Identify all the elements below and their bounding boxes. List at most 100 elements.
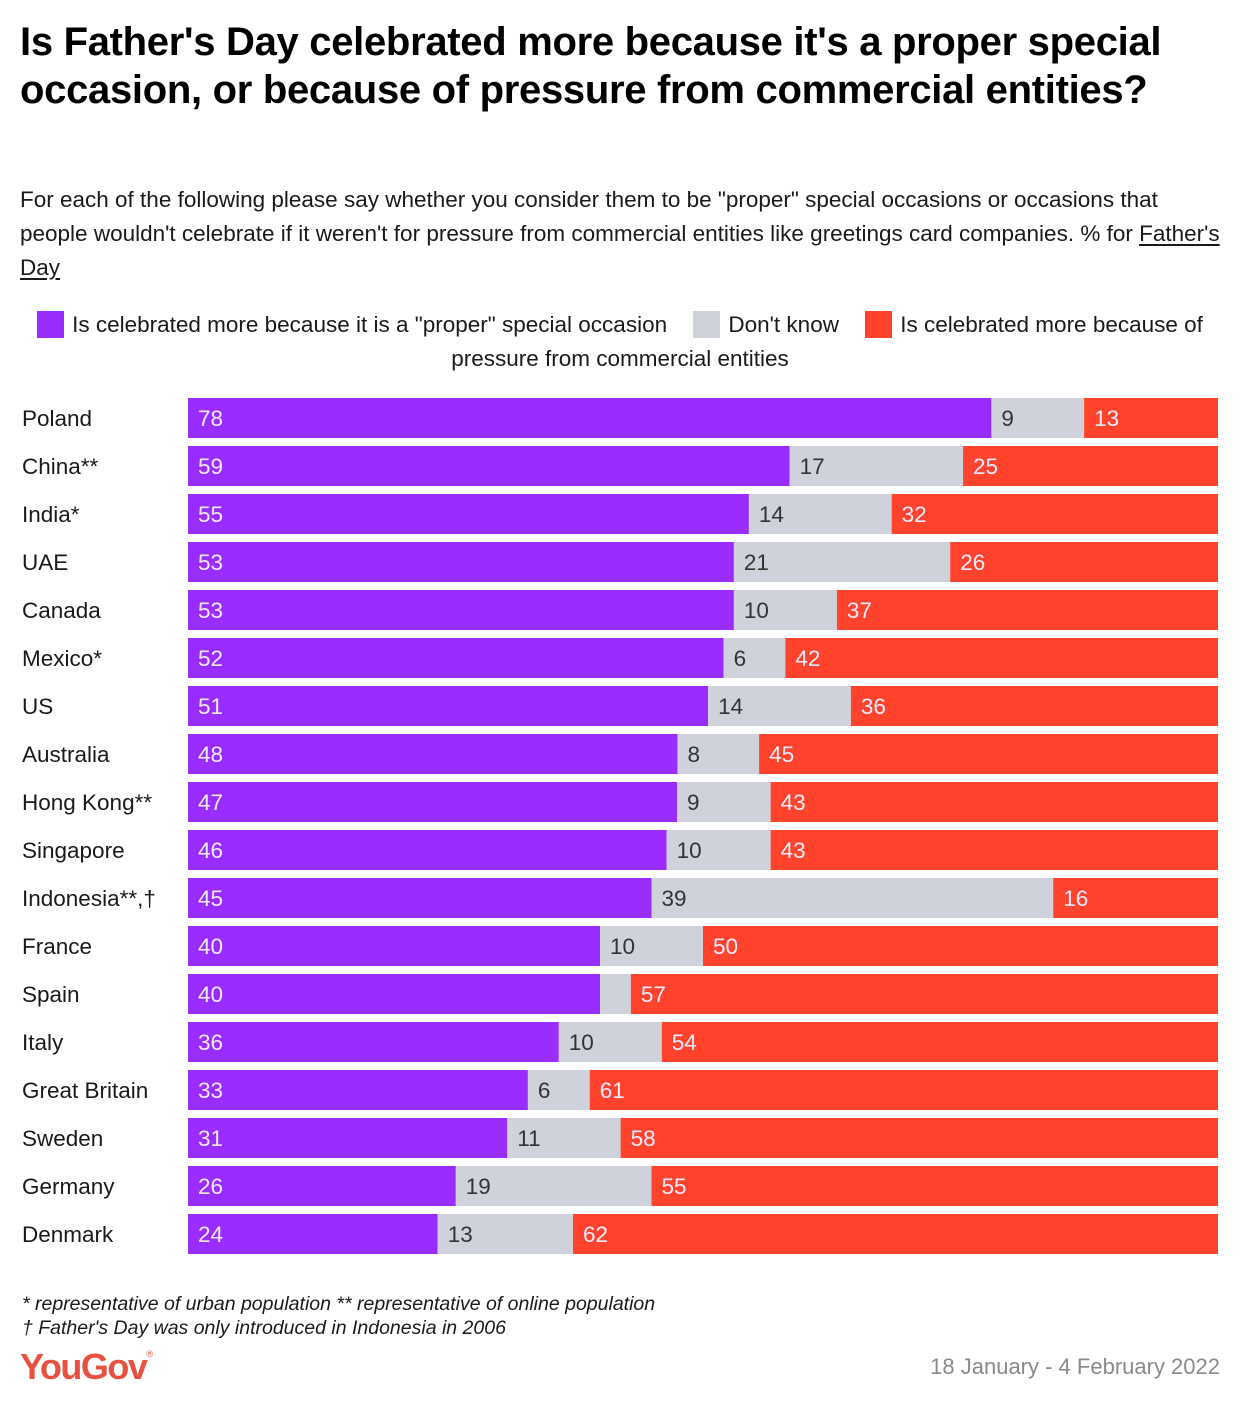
data-label-commercial: 58 (631, 1126, 656, 1151)
category-label: UAE (22, 550, 68, 575)
data-label-proper: 52 (198, 646, 223, 671)
category-label: Singapore (22, 838, 125, 863)
category-label: Canada (22, 598, 101, 623)
legend-label-proper: Is celebrated more because it is a "prop… (72, 312, 668, 337)
bar-row-australia: Australia 48 8 45 (22, 734, 1218, 774)
bar-row-poland: Poland 78 9 13 (22, 398, 1218, 438)
data-label-dont-know: 11 (517, 1126, 540, 1151)
bar-row-germany: Germany 26 19 55 (22, 1166, 1218, 1206)
category-label: Italy (22, 1030, 64, 1055)
category-label: US (22, 694, 53, 719)
data-label-commercial: 32 (902, 502, 927, 527)
bar-segment-commercial (785, 638, 1218, 678)
data-label-dont-know: 10 (744, 598, 769, 623)
data-label-commercial: 55 (662, 1174, 687, 1199)
data-label-proper: 59 (198, 454, 223, 479)
bar-row-spain: Spain 40 57 (22, 974, 1218, 1014)
bar-segment-proper (188, 1214, 438, 1254)
bar-segment-commercial (891, 494, 1218, 534)
bar-segment-dont-know (600, 974, 631, 1014)
chart-subtitle: For each of the following please say whe… (20, 183, 1220, 285)
bar-segment-dont-know (733, 590, 837, 630)
bar-segment-dont-know (789, 446, 964, 486)
bar-segment-dont-know (527, 1070, 590, 1110)
legend-label-dont-know: Don't know (728, 312, 839, 337)
legend: Is celebrated more because it is a "prop… (20, 308, 1220, 376)
data-label-proper: 26 (198, 1174, 223, 1199)
bar-segment-proper (188, 830, 667, 870)
bar-segment-commercial (661, 1022, 1218, 1062)
bar-segment-proper (188, 638, 724, 678)
bar-segment-proper (188, 1166, 456, 1206)
bar-segment-dont-know (455, 1166, 652, 1206)
bar-segment-dont-know (600, 926, 703, 966)
bar-segment-proper (188, 878, 652, 918)
category-label: France (22, 934, 92, 959)
legend-item-proper: Is celebrated more because it is a "prop… (37, 311, 668, 338)
bar-segment-commercial (770, 830, 1218, 870)
bar-segment-commercial (620, 1118, 1218, 1158)
legend-swatch-commercial (865, 311, 893, 338)
legend-swatch-proper (37, 311, 65, 338)
data-label-commercial: 61 (600, 1078, 625, 1103)
bar-row-france: France 40 10 50 (22, 926, 1218, 966)
category-label: China** (22, 454, 99, 479)
data-label-commercial: 50 (713, 934, 738, 959)
bar-segment-dont-know (651, 878, 1054, 918)
data-label-commercial: 57 (641, 982, 666, 1007)
data-label-dont-know: 10 (569, 1030, 594, 1055)
bar-segment-proper (188, 542, 734, 582)
bar-segment-dont-know (991, 398, 1085, 438)
data-label-proper: 31 (198, 1126, 223, 1151)
data-label-commercial: 62 (583, 1222, 608, 1247)
data-label-dont-know: 6 (734, 646, 747, 671)
bar-row-italy: Italy 36 10 54 (22, 1022, 1218, 1062)
survey-date: 18 January - 4 February 2022 (930, 1354, 1220, 1379)
bar-segment-commercial (836, 590, 1218, 630)
yougov-logo: YouGov® (20, 1346, 153, 1387)
data-label-commercial: 16 (1063, 886, 1088, 911)
bar-row-sweden: Sweden 31 11 58 (22, 1118, 1218, 1158)
category-label: Sweden (22, 1126, 103, 1151)
bar-segment-dont-know (748, 494, 892, 534)
bar-segment-dont-know (733, 542, 951, 582)
bar-segment-proper (188, 1118, 508, 1158)
bar-segment-commercial (651, 1166, 1218, 1206)
legend-item-dont-know: Don't know (693, 311, 839, 338)
data-label-dont-know: 9 (687, 790, 700, 815)
bar-row-singapore: Singapore 46 10 43 (22, 830, 1218, 870)
data-label-dont-know: 6 (538, 1078, 551, 1103)
bar-segment-commercial (572, 1214, 1218, 1254)
bar-segment-proper (188, 590, 734, 630)
bar-segment-proper (188, 974, 600, 1014)
data-label-commercial: 37 (847, 598, 872, 623)
data-label-proper: 33 (198, 1078, 223, 1103)
bar-segment-proper (188, 782, 677, 822)
bar-row-uae: UAE 53 21 26 (22, 542, 1218, 582)
category-label: Spain (22, 982, 80, 1007)
data-label-commercial: 54 (672, 1030, 697, 1055)
data-label-proper: 40 (198, 982, 223, 1007)
data-label-proper: 51 (198, 694, 223, 719)
data-label-proper: 53 (198, 550, 223, 575)
subtitle-link[interactable]: Father's Day (20, 221, 1220, 280)
bar-segment-dont-know (666, 830, 771, 870)
data-label-dont-know: 14 (718, 694, 743, 719)
data-label-dont-know: 17 (800, 454, 825, 479)
bar-segment-commercial (703, 926, 1218, 966)
bar-segment-proper (188, 926, 600, 966)
footnotes: * representative of urban population ** … (22, 1292, 655, 1340)
bar-segment-dont-know (708, 686, 851, 726)
data-label-dont-know: 13 (448, 1222, 473, 1247)
bar-row-canada: Canada 53 10 37 (22, 590, 1218, 630)
bar-row-us: US 51 14 36 (22, 686, 1218, 726)
category-label: Great Britain (22, 1078, 148, 1103)
data-label-commercial: 43 (781, 790, 806, 815)
bar-segment-proper (188, 1022, 559, 1062)
chart-title: Is Father's Day celebrated more because … (20, 20, 1162, 112)
bar-segment-proper (188, 1070, 528, 1110)
data-label-commercial: 25 (973, 454, 998, 479)
bar-row-indonesia: Indonesia**,† 45 39 16 (22, 878, 1218, 918)
bar-segment-commercial (1053, 878, 1218, 918)
data-label-dont-know: 39 (662, 886, 687, 911)
